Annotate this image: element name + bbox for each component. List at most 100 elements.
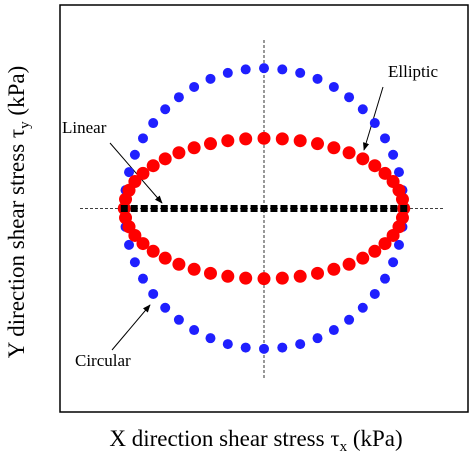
data-point (395, 211, 409, 225)
data-point (356, 152, 370, 166)
data-point (259, 343, 269, 354)
series-label: Linear (62, 118, 107, 137)
data-point (344, 92, 355, 103)
axis-label-part: X direction shear stress τ (109, 426, 339, 451)
data-point (378, 237, 392, 251)
data-point (148, 288, 159, 299)
data-point (257, 272, 271, 286)
data-point (189, 81, 200, 92)
linear-arrow (109, 142, 163, 204)
data-point (312, 73, 323, 84)
data-point (200, 205, 208, 212)
data-point (137, 273, 148, 284)
axis-label-subscript: y (17, 121, 33, 129)
data-point (290, 205, 298, 212)
data-point (203, 266, 217, 280)
data-point (327, 141, 341, 155)
data-point (328, 81, 339, 92)
data-point (173, 92, 184, 103)
data-point (356, 251, 370, 265)
data-point (328, 325, 339, 336)
data-point (136, 166, 150, 180)
data-point (124, 167, 135, 178)
data-point (148, 118, 159, 129)
plot-frame (59, 4, 469, 413)
data-point (140, 205, 148, 212)
data-point (293, 269, 307, 283)
data-point (240, 205, 248, 212)
data-point (380, 273, 391, 284)
data-point (160, 302, 171, 313)
data-point (240, 64, 251, 75)
data-point (257, 131, 271, 145)
data-point (368, 159, 382, 173)
data-point (150, 205, 158, 212)
data-point (146, 244, 160, 258)
data-point (380, 133, 391, 144)
axis-label: Y direction shear stress τy (kPa) (4, 66, 33, 358)
data-point (129, 149, 140, 160)
data-point (124, 239, 135, 250)
data-point (350, 205, 358, 212)
circular-arrow (111, 304, 151, 351)
axis-label-subscript: x (340, 439, 348, 455)
data-point (120, 205, 128, 212)
data-point (340, 205, 348, 212)
axis-label-part: (kPa) (347, 426, 403, 451)
data-point (393, 239, 404, 250)
data-point (239, 132, 253, 146)
data-point (170, 205, 178, 212)
data-point (378, 166, 392, 180)
data-point (312, 333, 323, 344)
data-point (277, 64, 288, 75)
data-point (393, 167, 404, 178)
data-point (295, 67, 306, 78)
data-point (158, 152, 172, 166)
data-point (260, 205, 268, 212)
data-point (130, 205, 138, 212)
data-point (310, 205, 318, 212)
data-point (300, 205, 308, 212)
data-point (277, 342, 288, 353)
data-point (220, 205, 228, 212)
data-point (239, 271, 253, 285)
data-point (160, 104, 171, 115)
data-point (368, 244, 382, 258)
data-point (221, 269, 235, 283)
axis-label-part: (kPa) (4, 66, 29, 122)
data-point (357, 302, 368, 313)
series-label: Elliptic (388, 62, 439, 81)
data-point (369, 118, 380, 129)
data-point (380, 205, 388, 212)
data-point (190, 205, 198, 212)
data-point (330, 205, 338, 212)
data-point (320, 205, 328, 212)
data-point (128, 228, 142, 242)
data-point (221, 134, 235, 148)
data-point (342, 146, 356, 160)
data-point (172, 257, 186, 271)
data-point (357, 104, 368, 115)
data-point (327, 262, 341, 276)
data-point (172, 146, 186, 160)
data-point (344, 314, 355, 325)
data-point (275, 132, 289, 146)
data-point (388, 149, 399, 160)
data-point (136, 237, 150, 251)
axis-label-part: Y direction shear stress τ (4, 129, 29, 358)
data-point (222, 339, 233, 350)
data-point (173, 314, 184, 325)
data-point (400, 205, 408, 212)
data-point (370, 205, 378, 212)
data-point (146, 159, 160, 173)
data-point (203, 137, 217, 151)
series-label: Circular (75, 351, 131, 370)
data-point (259, 63, 269, 74)
data-point (280, 205, 288, 212)
data-point (250, 205, 258, 212)
data-point (187, 262, 201, 276)
data-point (388, 257, 399, 268)
data-point (158, 251, 172, 265)
data-point (240, 342, 251, 353)
